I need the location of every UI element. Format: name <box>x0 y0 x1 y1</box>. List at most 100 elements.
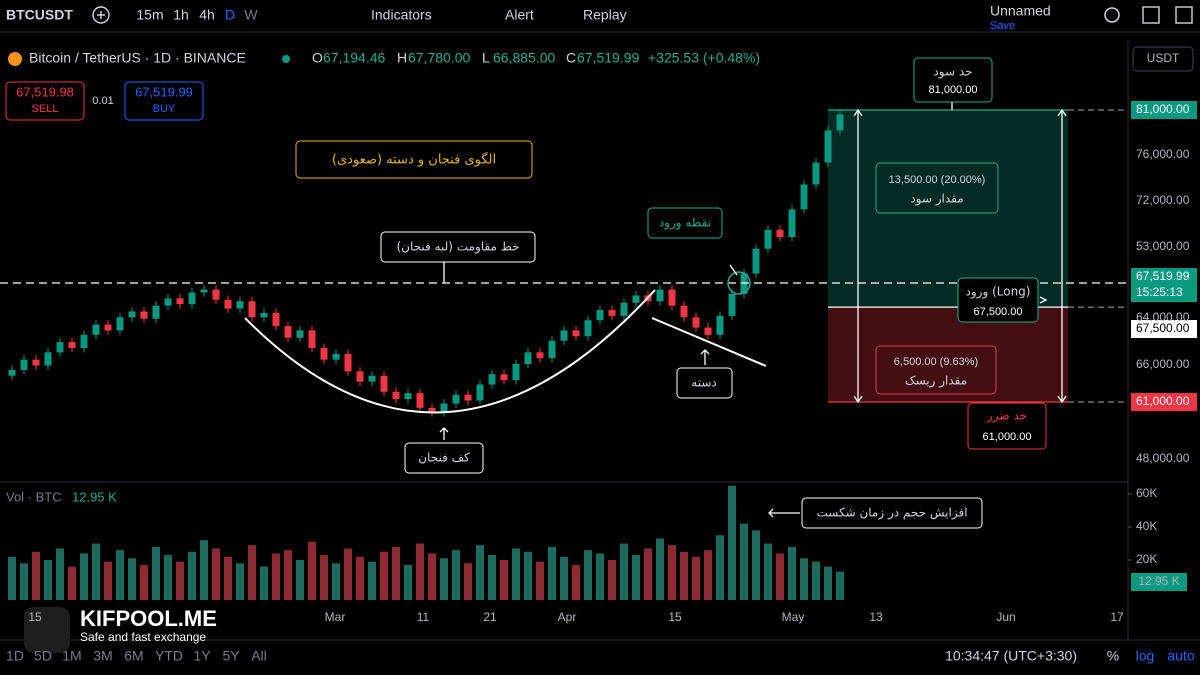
interval[interactable]: 15m <box>136 7 163 23</box>
volume-bar <box>44 560 52 600</box>
price-level-box <box>1131 320 1197 338</box>
volume-bar <box>704 550 712 600</box>
range-button[interactable]: 3M <box>93 648 112 664</box>
risk-zone <box>828 307 1068 402</box>
volume-last-label: 12.95 K <box>1138 574 1179 588</box>
auto-toggle[interactable]: auto <box>1167 648 1194 664</box>
time-label: Jun <box>996 610 1015 624</box>
price-level-box <box>1131 393 1197 411</box>
percent-toggle[interactable]: % <box>1107 648 1119 664</box>
currency[interactable]: USDT <box>1147 51 1180 65</box>
candle-body <box>68 342 76 348</box>
fullscreen-icon[interactable] <box>1142 6 1160 24</box>
volume-bar <box>308 541 316 600</box>
take-profit-value: 81,000.00 <box>929 84 978 96</box>
indicators-button[interactable]: Indicators <box>371 7 432 23</box>
volume-bar <box>668 545 676 600</box>
range-button[interactable]: 5Y <box>222 648 240 664</box>
volume-bar <box>512 548 520 600</box>
candle-body <box>368 375 376 382</box>
volume-bar <box>776 553 784 600</box>
candle-body <box>140 311 148 319</box>
volume-note-box <box>801 497 983 529</box>
volume-bar <box>392 546 400 600</box>
log-toggle[interactable]: log <box>1136 648 1155 664</box>
range-button[interactable]: 5D <box>34 648 52 664</box>
risk-text: مقدار ریسک <box>905 374 967 389</box>
btc-icon <box>8 52 22 66</box>
candle-body <box>56 342 64 353</box>
layout-name[interactable]: Unnamed <box>990 3 1051 19</box>
settings-icon[interactable] <box>1104 7 1120 23</box>
alert-button[interactable]: Alert <box>505 7 534 23</box>
add-symbol-plus <box>97 11 105 19</box>
profit-zone <box>828 110 1068 308</box>
volume-bar <box>584 550 592 600</box>
range-button[interactable]: 1D <box>6 648 24 664</box>
time-label: 15 <box>668 610 682 624</box>
volume-bar <box>560 556 568 600</box>
candle-body <box>656 289 664 302</box>
volume-bar <box>500 560 508 600</box>
candle-body <box>824 130 832 163</box>
candle-body <box>416 393 424 408</box>
snapshot-icon[interactable] <box>1175 6 1193 24</box>
add-symbol-icon[interactable] <box>92 6 110 24</box>
symbol[interactable]: BTCUSDT <box>6 7 73 23</box>
candle-body <box>608 310 616 316</box>
replay-button[interactable]: Replay <box>583 7 627 23</box>
sell-button[interactable] <box>5 81 85 121</box>
volume-value: 12.95 K <box>72 489 117 504</box>
entry-label: ورود (Long) <box>966 285 1031 300</box>
interval[interactable]: D <box>225 7 235 23</box>
volume-bar <box>620 543 628 600</box>
candle-body <box>308 330 316 348</box>
symbol-description: Bitcoin / TetherUS · 1D · BINANCE <box>29 50 246 66</box>
candle-body <box>260 312 268 318</box>
ohlc-label: L <box>482 50 490 66</box>
handle-label: دسته <box>691 376 716 390</box>
candle-body <box>344 353 352 372</box>
range-button[interactable]: 6M <box>124 648 143 664</box>
candle-body <box>788 209 796 238</box>
range-button[interactable]: 1Y <box>193 648 211 664</box>
price-level-label: 61,000.00 <box>1136 394 1190 408</box>
save-link[interactable]: Save <box>990 20 1015 32</box>
candle-body <box>800 184 808 210</box>
volume-bar <box>380 551 388 600</box>
interval[interactable]: 4h <box>199 7 215 23</box>
price-label: 76,000.00 <box>1136 147 1190 161</box>
volume-bar <box>332 563 340 600</box>
sell-label: SELL <box>32 103 59 115</box>
range-button[interactable]: YTD <box>155 648 183 664</box>
volume-bar <box>824 566 832 600</box>
candle-body <box>404 393 412 400</box>
candle-body <box>428 407 436 413</box>
volume-bar <box>20 563 28 600</box>
ohlc-value: 67,519.99 <box>577 50 639 66</box>
volume-bar <box>428 553 436 600</box>
candle-body <box>488 374 496 385</box>
ohlc-value: 67,194.46 <box>323 50 385 66</box>
handle-line <box>651 317 767 367</box>
volume-bar <box>80 553 88 600</box>
candle-body <box>356 371 364 382</box>
volume-bar <box>344 548 352 600</box>
time-label: 15 <box>28 610 42 624</box>
volume-bar <box>740 523 748 600</box>
interval[interactable]: W <box>244 7 258 23</box>
candle-body <box>668 289 676 306</box>
volume-bar <box>56 548 64 600</box>
range-button[interactable]: All <box>251 648 267 664</box>
currency-box[interactable] <box>1132 46 1194 72</box>
candle-body <box>740 273 748 294</box>
buy-button[interactable] <box>124 81 204 121</box>
interval[interactable]: 1h <box>173 7 189 23</box>
price-level-label: 81,000.00 <box>1136 102 1190 116</box>
range-button[interactable]: 1M <box>62 648 81 664</box>
entry-circle <box>727 271 751 295</box>
volume-bar <box>788 546 796 600</box>
entry-value: 67,500.00 <box>974 306 1023 318</box>
risk-amount: 6,500.00 (9.63%) <box>894 356 978 368</box>
